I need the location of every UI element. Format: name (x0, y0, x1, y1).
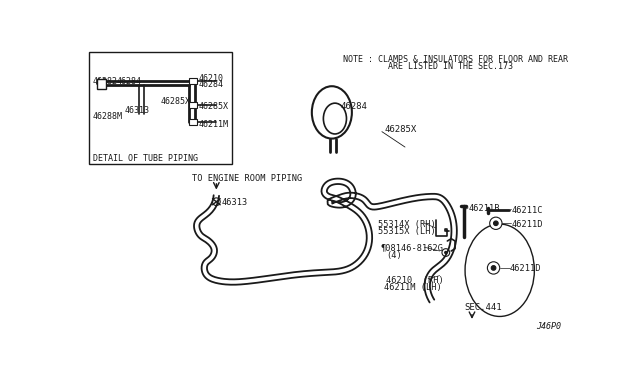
Text: NOTE : CLAMPS & INSULATORS FOR FLOOR AND REAR: NOTE : CLAMPS & INSULATORS FOR FLOOR AND… (344, 55, 568, 64)
Text: 46211M (LH): 46211M (LH) (384, 283, 442, 292)
Text: 46210  (RH): 46210 (RH) (386, 276, 444, 285)
Bar (189, 119, 197, 125)
Text: 55315X (LH): 55315X (LH) (378, 227, 436, 236)
Text: ¶08146-8162G: ¶08146-8162G (380, 243, 444, 252)
Text: 46313: 46313 (125, 106, 150, 115)
Circle shape (490, 217, 502, 230)
Bar (189, 102, 197, 108)
Text: 46211B: 46211B (468, 204, 500, 213)
Text: 46282: 46282 (92, 77, 117, 86)
Text: 46211M: 46211M (198, 120, 228, 129)
Circle shape (488, 262, 500, 274)
Text: ARE LISTED IN THE SEC.173: ARE LISTED IN THE SEC.173 (344, 62, 513, 71)
Text: 46284: 46284 (117, 77, 142, 86)
Text: 46284: 46284 (198, 80, 223, 89)
Text: 46285X: 46285X (198, 102, 228, 111)
Text: (4): (4) (386, 251, 401, 260)
Text: DETAIL OF TUBE PIPING: DETAIL OF TUBE PIPING (93, 154, 198, 163)
Text: 46284: 46284 (340, 102, 367, 111)
Bar (189, 78, 197, 84)
Text: 46211D: 46211D (511, 220, 543, 229)
Text: 46210: 46210 (198, 74, 223, 83)
Text: 46285X: 46285X (161, 97, 191, 106)
Bar (90, 52, 232, 164)
Bar (97, 78, 106, 89)
Text: TO ENGINE ROOM PIPING: TO ENGINE ROOM PIPING (192, 174, 302, 183)
Circle shape (445, 251, 447, 254)
Text: 46211D: 46211D (509, 264, 541, 273)
Text: 46288M: 46288M (92, 112, 122, 121)
Text: 46211C: 46211C (511, 206, 543, 215)
Circle shape (493, 221, 498, 225)
Text: SEC.441: SEC.441 (464, 302, 502, 312)
Text: J46P0: J46P0 (536, 322, 561, 331)
Text: 46313: 46313 (221, 198, 248, 207)
Circle shape (492, 266, 496, 270)
Text: 55314X (RH): 55314X (RH) (378, 220, 436, 229)
Text: 46285X: 46285X (384, 125, 417, 135)
